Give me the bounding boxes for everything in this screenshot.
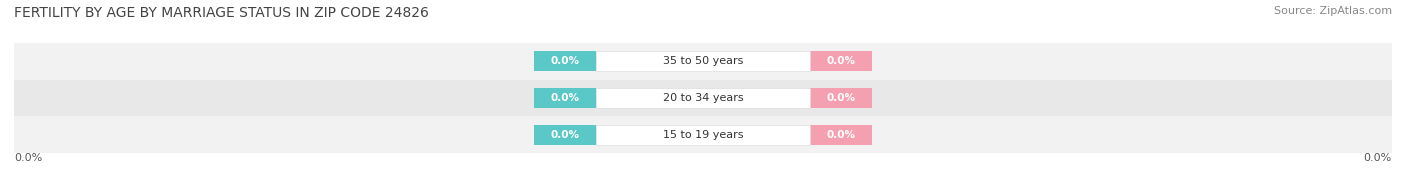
Text: 0.0%: 0.0% xyxy=(14,153,42,163)
Bar xyxy=(810,124,872,145)
Text: 0.0%: 0.0% xyxy=(551,93,579,103)
Bar xyxy=(14,43,1392,80)
Bar xyxy=(534,124,596,145)
Text: 0.0%: 0.0% xyxy=(827,56,855,66)
Text: 0.0%: 0.0% xyxy=(1364,153,1392,163)
Text: 0.0%: 0.0% xyxy=(551,130,579,140)
Text: 20 to 34 years: 20 to 34 years xyxy=(662,93,744,103)
Text: 0.0%: 0.0% xyxy=(827,130,855,140)
Bar xyxy=(810,88,872,108)
Bar xyxy=(14,116,1392,153)
Text: 15 to 19 years: 15 to 19 years xyxy=(662,130,744,140)
Text: Source: ZipAtlas.com: Source: ZipAtlas.com xyxy=(1274,6,1392,16)
Bar xyxy=(596,51,810,72)
Bar xyxy=(810,51,872,72)
Bar xyxy=(534,88,596,108)
Bar xyxy=(534,51,596,72)
Text: 0.0%: 0.0% xyxy=(827,93,855,103)
Bar xyxy=(596,88,810,108)
Text: 0.0%: 0.0% xyxy=(551,56,579,66)
Bar xyxy=(596,124,810,145)
Bar xyxy=(14,80,1392,116)
Text: FERTILITY BY AGE BY MARRIAGE STATUS IN ZIP CODE 24826: FERTILITY BY AGE BY MARRIAGE STATUS IN Z… xyxy=(14,6,429,20)
Text: 35 to 50 years: 35 to 50 years xyxy=(662,56,744,66)
